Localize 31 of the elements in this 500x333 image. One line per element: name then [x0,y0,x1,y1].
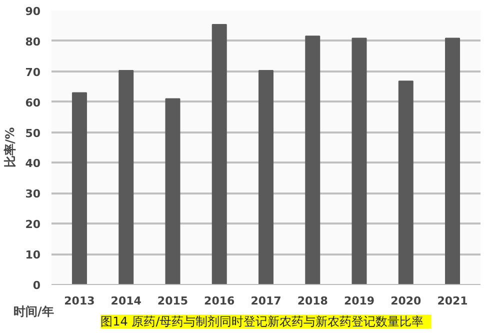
bar [398,80,414,284]
x-tick-label: 2016 [204,294,236,308]
y-tick-label: 70 [25,66,41,79]
bar [212,24,227,284]
x-tick-label: 2017 [250,294,282,308]
y-tick-label: 90 [25,5,41,18]
bar [118,70,134,284]
bar [72,92,87,284]
x-tick-label: 2021 [437,294,468,308]
x-tick-label: 2015 [157,294,188,308]
x-tick-label: 2019 [344,294,375,308]
y-tick-label: 0 [32,279,41,292]
text: 图14 原药/母药与制剂同时登记新农药与新农药登记数量比率 [100,314,424,328]
bar [258,70,274,284]
y-tick-label: 20 [25,218,41,232]
x-tick-label: 2014 [110,294,142,308]
y-axis-title: 比率/% [3,127,18,168]
y-tick-label: 40 [25,157,41,170]
y-tick-label: 60 [25,96,41,110]
bar [165,98,180,284]
bar [445,38,460,284]
x-tick-label: 2020 [390,294,422,308]
y-tick-label: 10 [25,248,41,262]
y-tick-label: 30 [25,188,41,201]
bar [305,36,320,284]
x-axis-title: 时间/年 [14,304,54,318]
bar [352,38,367,284]
y-tick-label: 50 [25,126,41,140]
y-tick-label: 80 [25,35,41,48]
x-tick-label: 2018 [297,294,328,308]
x-tick-label: 2013 [64,294,95,308]
